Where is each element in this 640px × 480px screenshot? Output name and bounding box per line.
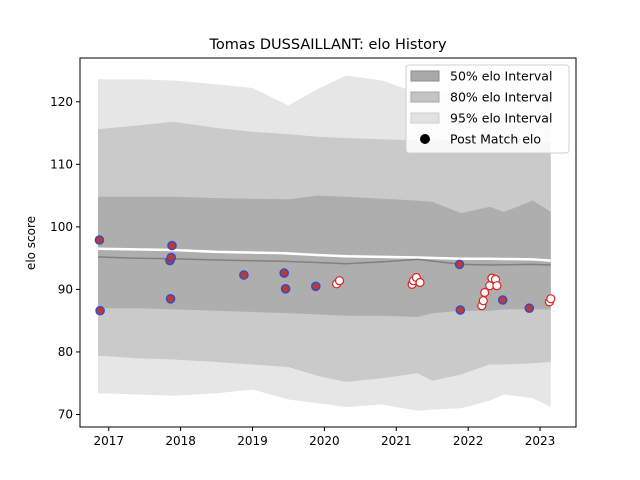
- post-match-point-won: [310, 281, 321, 292]
- post-match-point-won: [94, 235, 105, 245]
- x-axis-ticks: 2017 2018 2019 2020 2021 2022 2023: [93, 427, 555, 448]
- interval-bands: [98, 75, 551, 411]
- post-match-point-won: [497, 295, 508, 305]
- y-tick-label: 100: [50, 220, 73, 234]
- legend-swatch-band80: [410, 91, 440, 103]
- legend-swatch-band95: [410, 112, 440, 124]
- y-tick-label: 120: [50, 95, 73, 109]
- post-match-point-won: [455, 305, 466, 315]
- y-axis-ticks: 70 80 90 100 110 120: [50, 95, 80, 421]
- post-match-point-won: [166, 252, 177, 263]
- y-tick-label: 110: [50, 157, 73, 171]
- post-match-point-won: [167, 240, 177, 251]
- chart-title: Tomas DUSSAILLANT: elo History: [208, 37, 447, 53]
- post-match-point-lost: [480, 287, 490, 298]
- post-match-point-won: [454, 259, 465, 270]
- legend-label: 50% elo Interval: [450, 69, 552, 84]
- post-match-point-won: [280, 283, 291, 294]
- post-match-points: [94, 235, 556, 316]
- post-match-point-won: [524, 303, 535, 314]
- x-tick-label: 2021: [381, 434, 412, 448]
- post-match-point-won: [165, 293, 176, 304]
- legend-label: 95% elo Interval: [450, 111, 552, 126]
- legend-label: 80% elo Interval: [450, 90, 552, 105]
- plot-area: [94, 75, 556, 411]
- y-tick-label: 90: [58, 282, 73, 296]
- post-match-point-lost: [546, 294, 556, 304]
- post-match-point-won: [279, 268, 290, 278]
- post-match-point-lost: [415, 277, 425, 288]
- x-tick-label: 2020: [309, 434, 340, 448]
- x-tick-label: 2018: [165, 434, 196, 448]
- x-tick-label: 2022: [453, 434, 484, 448]
- legend-marker-post-match: [420, 134, 430, 144]
- y-tick-label: 80: [58, 345, 73, 359]
- axes-frame: [79, 57, 577, 428]
- post-match-point-lost: [478, 296, 488, 306]
- post-match-point-won: [95, 305, 105, 316]
- post-match-point-won: [239, 270, 249, 280]
- post-match-point-lost: [334, 276, 345, 286]
- upper-line: [97, 247, 551, 262]
- x-tick-label: 2023: [525, 434, 556, 448]
- legend-box: [405, 64, 570, 154]
- x-tick-label: 2017: [93, 434, 124, 448]
- y-tick-label: 70: [58, 407, 73, 421]
- y-axis-label: elo score: [24, 216, 38, 270]
- post-match-point-lost: [492, 281, 502, 291]
- legend: 50% elo Interval 80% elo Interval 95% elo …: [405, 64, 570, 154]
- legend-label: Post Match elo: [450, 132, 541, 147]
- x-tick-label: 2019: [237, 434, 268, 448]
- legend-swatch-band50: [410, 70, 440, 82]
